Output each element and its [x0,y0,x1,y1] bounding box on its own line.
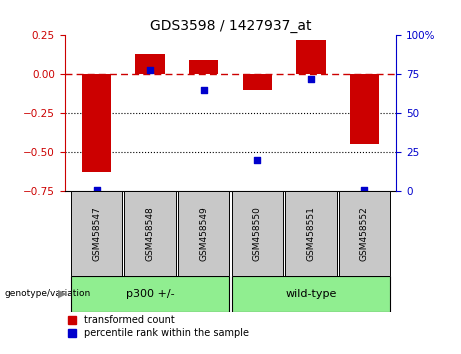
Bar [82,74,112,172]
FancyBboxPatch shape [285,191,337,276]
Point [307,76,314,82]
Text: GSM458547: GSM458547 [92,206,101,261]
FancyBboxPatch shape [339,191,390,276]
FancyBboxPatch shape [178,191,230,276]
Text: p300 +/-: p300 +/- [126,289,175,299]
Point [361,187,368,193]
FancyBboxPatch shape [71,276,230,312]
Text: GSM458551: GSM458551 [306,206,315,261]
Point [200,87,207,93]
Text: genotype/variation: genotype/variation [5,289,91,298]
Bar [242,74,272,90]
Bar [296,40,325,74]
Text: GSM458549: GSM458549 [199,206,208,261]
Text: GSM458550: GSM458550 [253,206,262,261]
Point [254,157,261,163]
FancyBboxPatch shape [124,191,176,276]
Text: GSM458552: GSM458552 [360,206,369,261]
Point [147,67,154,73]
FancyBboxPatch shape [231,191,283,276]
Bar [189,60,219,74]
Bar [136,54,165,74]
Title: GDS3598 / 1427937_at: GDS3598 / 1427937_at [150,19,311,33]
Point [93,187,100,193]
Bar [349,74,379,144]
Text: GSM458548: GSM458548 [146,206,155,261]
FancyBboxPatch shape [231,276,390,312]
FancyBboxPatch shape [71,191,122,276]
Text: wild-type: wild-type [285,289,337,299]
Text: ▶: ▶ [58,289,66,299]
Legend: transformed count, percentile rank within the sample: transformed count, percentile rank withi… [65,312,253,342]
